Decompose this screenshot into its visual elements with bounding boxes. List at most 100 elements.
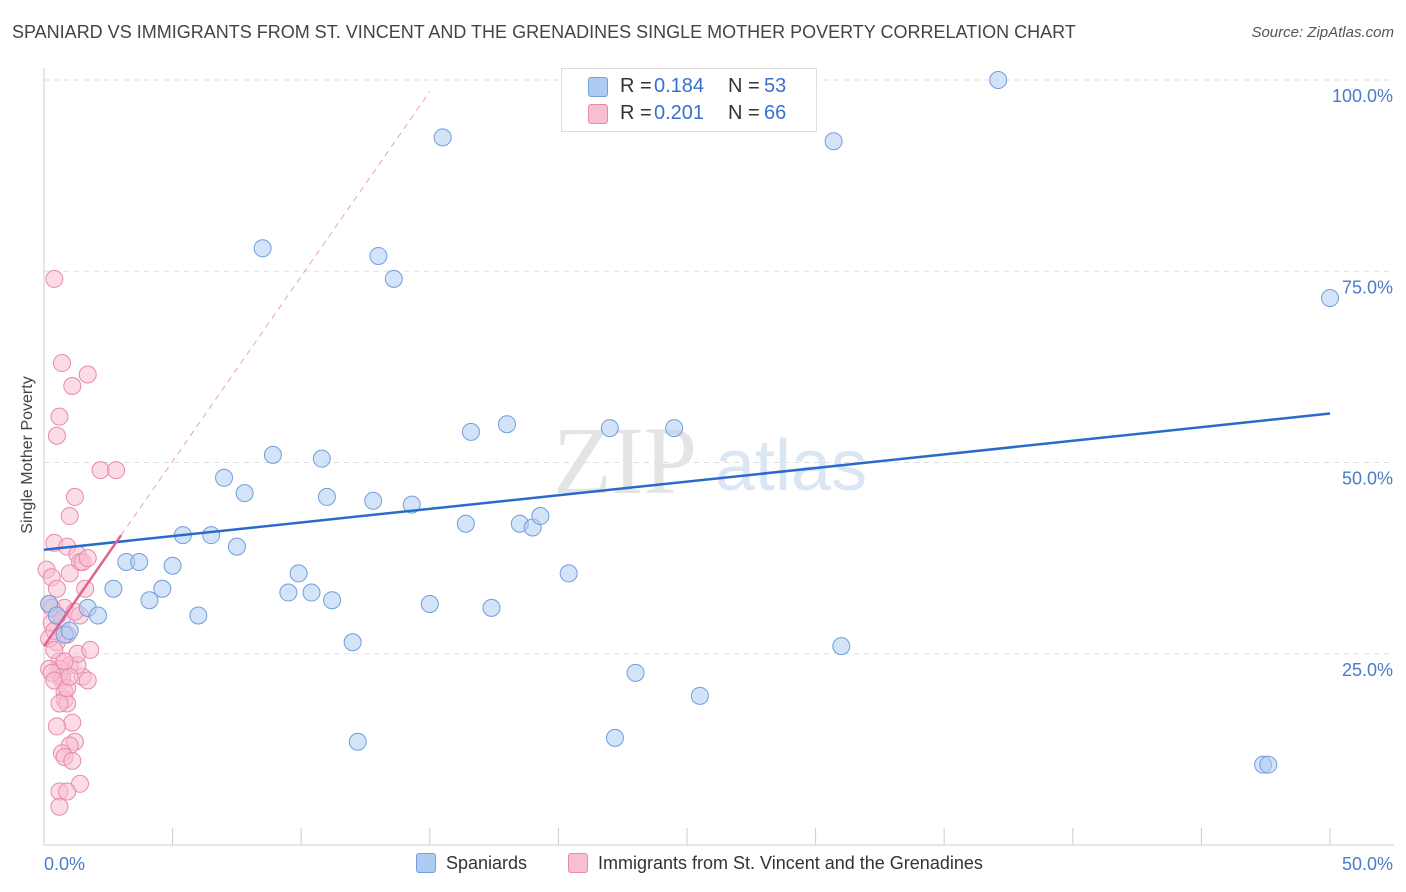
spaniards-point bbox=[690, 686, 709, 705]
trend-lines bbox=[42, 91, 1331, 647]
immigrants-point bbox=[60, 667, 79, 686]
immigrants-point bbox=[78, 549, 97, 568]
spaniards-point bbox=[89, 606, 108, 625]
immigrants-point bbox=[107, 461, 126, 480]
legend-n-value: 53 bbox=[764, 75, 787, 97]
immigrants-point bbox=[65, 487, 84, 506]
y-axis-tick-labels: 25.0% 50.0% 75.0% 100.0% bbox=[1332, 86, 1393, 680]
spaniards-point bbox=[253, 239, 272, 258]
spaniards-point bbox=[323, 591, 342, 610]
chart-source: Source: ZipAtlas.com bbox=[1251, 24, 1394, 41]
spaniards-point bbox=[60, 621, 79, 640]
legend: R = 0.184 N = 53 R = 0.201 N = 66 bbox=[561, 68, 817, 132]
immigrants-point bbox=[60, 507, 79, 526]
legend-r-value: 0.201 bbox=[654, 102, 705, 124]
bottom-legend-label-spaniards: Spaniards bbox=[446, 853, 528, 873]
y-tick-label: 50.0% bbox=[1342, 469, 1393, 489]
immigrants-point bbox=[81, 640, 100, 659]
series-immigrants-points bbox=[37, 269, 126, 816]
spaniards-point bbox=[402, 495, 421, 514]
immigrants-trend-line bbox=[42, 534, 123, 647]
y-tick-label: 100.0% bbox=[1332, 86, 1393, 106]
spaniards-point bbox=[202, 526, 221, 545]
spaniards-point bbox=[302, 583, 321, 602]
spaniards-point bbox=[263, 445, 282, 464]
immigrants-point bbox=[47, 426, 66, 445]
spaniards-point bbox=[279, 583, 298, 602]
immigrants-point bbox=[55, 652, 74, 671]
series-spaniards-points bbox=[40, 71, 1339, 774]
legend-r-label: R = bbox=[620, 102, 652, 124]
spaniards-point bbox=[235, 484, 254, 503]
watermark: ZIP atlas bbox=[553, 407, 867, 514]
immigrants-point bbox=[78, 365, 97, 384]
spaniards-point bbox=[433, 128, 452, 147]
spaniards-trend-line bbox=[43, 412, 1331, 551]
spaniards-point bbox=[600, 419, 619, 438]
immigrants-point bbox=[78, 671, 97, 690]
spaniards-point bbox=[312, 449, 331, 468]
spaniards-point bbox=[289, 564, 308, 583]
immigrants-point bbox=[50, 407, 69, 426]
immigrants-point bbox=[45, 269, 64, 288]
gridlines bbox=[44, 79, 1394, 655]
legend-n-label: N = bbox=[728, 102, 760, 124]
spaniards-point bbox=[384, 269, 403, 288]
legend-r-label: R = bbox=[620, 75, 652, 97]
spaniards-point bbox=[456, 514, 475, 533]
immigrants-point bbox=[50, 694, 69, 713]
immigrants-point bbox=[63, 713, 82, 732]
spaniards-point bbox=[665, 419, 684, 438]
spaniards-point bbox=[47, 606, 66, 625]
spaniards-point bbox=[104, 579, 123, 598]
spaniards-point bbox=[1259, 755, 1278, 774]
legend-r-value: 0.184 bbox=[654, 75, 705, 97]
spaniards-point bbox=[163, 556, 182, 575]
bottom-legend-swatch-pink bbox=[568, 853, 588, 873]
bottom-legend-label-immigrants: Immigrants from St. Vincent and the Gren… bbox=[598, 853, 983, 873]
spaniards-point bbox=[626, 663, 645, 682]
spaniards-point bbox=[1321, 289, 1339, 308]
spaniards-point bbox=[832, 637, 851, 656]
legend-n-label: N = bbox=[728, 75, 760, 97]
spaniards-point bbox=[227, 537, 246, 556]
spaniards-point bbox=[317, 487, 336, 506]
immigrants-point bbox=[58, 782, 77, 801]
immigrants-point bbox=[45, 640, 64, 659]
spaniards-point bbox=[364, 491, 383, 510]
chart-title: SPANIARD VS IMMIGRANTS FROM ST. VINCENT … bbox=[12, 22, 1076, 42]
spaniards-point bbox=[348, 732, 367, 751]
immigrants-point bbox=[60, 564, 79, 583]
spaniards-point bbox=[369, 246, 388, 265]
spaniards-point bbox=[497, 415, 516, 434]
immigrants-point bbox=[50, 797, 69, 816]
immigrants-point bbox=[47, 717, 66, 736]
y-tick-label: 25.0% bbox=[1342, 660, 1393, 680]
spaniards-point bbox=[215, 468, 234, 487]
spaniards-point bbox=[130, 552, 149, 571]
spaniards-point bbox=[531, 507, 550, 526]
immigrants-point bbox=[53, 354, 72, 373]
spaniards-point bbox=[461, 422, 480, 441]
spaniards-point bbox=[140, 591, 159, 610]
trend-line-extension bbox=[120, 91, 431, 536]
x-axis-ticks bbox=[172, 828, 1331, 845]
legend-n-value: 66 bbox=[764, 102, 787, 124]
immigrants-point bbox=[63, 751, 82, 770]
spaniards-point bbox=[605, 728, 624, 747]
bottom-legend-swatch-blue bbox=[416, 853, 436, 873]
spaniards-point bbox=[559, 564, 578, 583]
x-tick-label-max: 50.0% bbox=[1342, 854, 1393, 874]
spaniards-point bbox=[189, 606, 208, 625]
spaniards-point bbox=[420, 595, 439, 614]
spaniards-point bbox=[153, 579, 172, 598]
immigrants-point bbox=[63, 377, 82, 395]
spaniards-point bbox=[989, 71, 1008, 89]
y-tick-label: 75.0% bbox=[1342, 277, 1393, 297]
legend-swatch-pink bbox=[588, 104, 608, 124]
immigrants-point bbox=[91, 461, 110, 480]
axes bbox=[43, 68, 1394, 846]
legend-swatch-blue bbox=[588, 77, 608, 97]
spaniards-point bbox=[824, 132, 843, 151]
